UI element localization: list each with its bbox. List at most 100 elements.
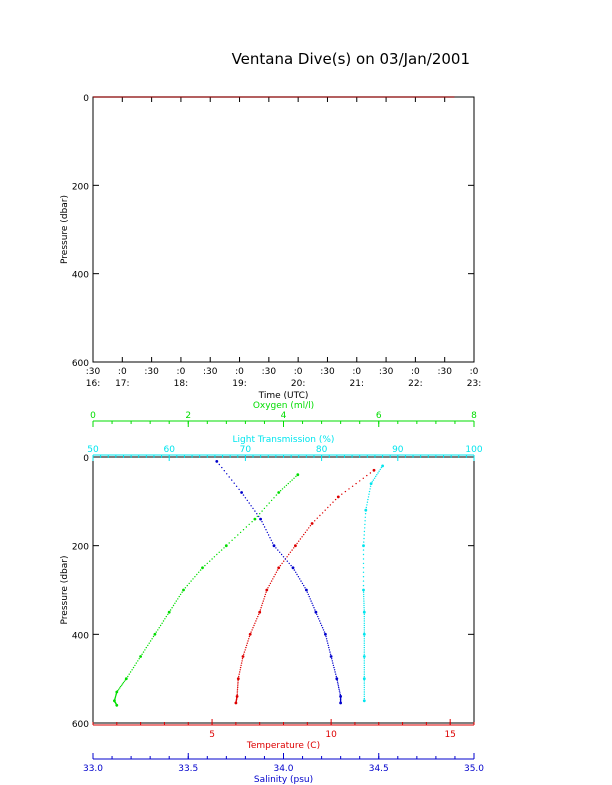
x-tick-label: :0	[177, 367, 186, 377]
profile-dot	[220, 549, 223, 551]
profile-dot	[242, 494, 245, 496]
profile-dot	[250, 631, 252, 633]
profile-dot	[194, 576, 196, 578]
profile-dot	[196, 573, 198, 576]
profile-dot	[265, 591, 267, 593]
x-tick-label: :30	[86, 367, 101, 377]
profile-dot	[363, 627, 365, 629]
y-axis-label: Pressure (dbar)	[60, 195, 70, 264]
profile-dot	[309, 598, 311, 600]
profile-dot	[329, 653, 332, 655]
profile-dot	[291, 479, 293, 481]
profile-dot	[363, 624, 365, 627]
profile-dot	[231, 479, 233, 481]
profile-dot	[313, 607, 315, 609]
profile-dot	[216, 553, 218, 556]
profile-dot	[145, 646, 147, 649]
profile-dot	[119, 685, 122, 688]
profile-dot	[301, 536, 303, 538]
profile-dot	[301, 582, 304, 585]
profile-point	[305, 588, 308, 592]
x-tick-label: :0	[352, 367, 361, 377]
profile-dot	[237, 534, 239, 536]
profile-dot	[157, 629, 159, 631]
profile-dot	[359, 480, 361, 482]
profile-dot	[369, 472, 372, 474]
profile-dot	[274, 573, 276, 576]
profile-dot	[240, 664, 242, 667]
profile-dot	[321, 627, 324, 629]
profile-dot	[285, 484, 288, 487]
profile-dot	[256, 515, 258, 518]
profile-dot	[231, 539, 233, 541]
profile-dot	[362, 571, 365, 573]
profile-point	[224, 544, 228, 548]
profile-dot	[128, 673, 130, 675]
y-tick-label: 200	[72, 182, 89, 192]
profile-dot	[363, 629, 365, 631]
profile-dot	[363, 691, 365, 693]
profile-dot	[363, 671, 365, 673]
profile-dot	[362, 558, 365, 560]
profile-dot	[363, 613, 365, 616]
axis-label: Salinity (psu)	[254, 775, 313, 785]
profile-dot	[333, 669, 336, 671]
profile-dot	[248, 523, 250, 526]
y-tick-label: 0	[83, 94, 89, 104]
profile-dot	[338, 686, 340, 689]
profile-dot	[167, 613, 169, 616]
profile-dot	[306, 529, 308, 531]
profile-dot	[304, 587, 306, 589]
profile-dot	[236, 693, 238, 696]
profile-point	[277, 566, 281, 570]
profile-dot	[211, 558, 213, 560]
profile-point	[240, 491, 244, 494]
profile-dot	[293, 547, 295, 549]
profile-point	[248, 632, 252, 636]
profile-dot	[267, 534, 270, 536]
profile-dot	[363, 607, 365, 609]
profile-dot	[265, 529, 267, 531]
profile-dot	[159, 624, 162, 627]
profile-point	[362, 699, 366, 703]
profile-dot	[269, 537, 271, 539]
profile-dot	[379, 468, 381, 471]
profile-dot	[378, 470, 380, 472]
profile-dot	[366, 504, 368, 506]
profile-dot	[373, 477, 376, 479]
profile-dot	[363, 595, 365, 598]
profile-dot	[363, 686, 365, 689]
profile-dot	[296, 542, 298, 545]
profile-dot	[174, 602, 176, 604]
profile-dot	[184, 587, 187, 589]
profile-dot	[199, 569, 202, 571]
profile-point	[362, 655, 366, 658]
profile-dot	[308, 595, 310, 598]
profile-dot	[363, 689, 365, 691]
profile-dot	[363, 649, 365, 651]
profile-dot	[155, 631, 157, 633]
profile-dot	[335, 675, 337, 678]
profile-dot	[332, 664, 335, 667]
x-tick-label: :0	[411, 367, 420, 377]
profile-dot	[372, 479, 375, 481]
profile-dot	[206, 562, 208, 565]
profile-dot	[363, 666, 365, 669]
profile-dot	[181, 591, 183, 593]
y-tick-label: 400	[72, 271, 89, 281]
x-tick-label: :0	[470, 367, 479, 377]
profile-dot	[355, 482, 357, 485]
profile-dot	[266, 505, 268, 507]
x-tick-label: :0	[235, 367, 244, 377]
profile-dot	[363, 673, 365, 675]
profile-dot	[314, 609, 316, 611]
profile-dot	[247, 640, 249, 642]
profile-dot	[295, 571, 297, 573]
profile-dot	[162, 620, 165, 622]
x-tick-label: :30	[262, 367, 277, 377]
profile-dot	[256, 513, 258, 515]
axis-tick-label: 10	[325, 730, 337, 740]
profile-dot	[283, 560, 285, 562]
profile-dot	[304, 531, 307, 534]
